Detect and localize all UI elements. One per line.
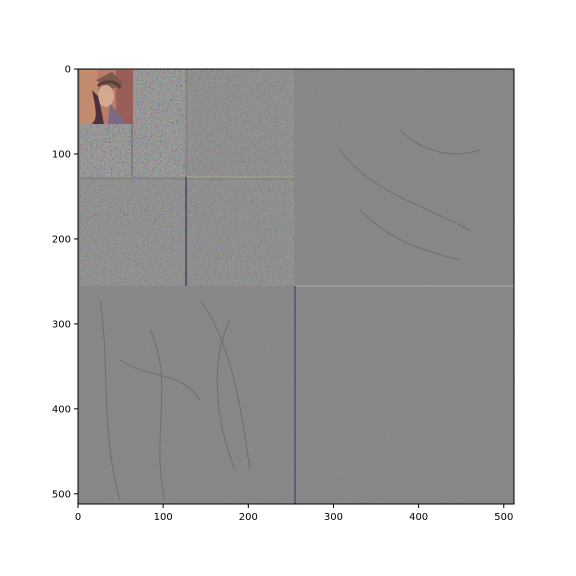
- approximation-thumbnail: [80, 70, 133, 124]
- level2-detail-block: [133, 69, 185, 177]
- x-axis: 0 100 200 300 400 500: [75, 504, 513, 523]
- y-tick-label: 500: [52, 489, 71, 500]
- y-axis: 0 100 200 300 400 500: [52, 65, 78, 500]
- level1-detail-block: [188, 180, 294, 286]
- x-tick-label: 500: [494, 512, 513, 523]
- x-tick-label: 300: [324, 512, 343, 523]
- image-plot: [78, 69, 514, 504]
- x-tick-label: 0: [75, 512, 81, 523]
- level2-detail-block: [80, 124, 132, 177]
- y-tick-label: 300: [52, 319, 71, 330]
- x-tick-label: 400: [409, 512, 428, 523]
- level1-detail-block: [188, 69, 294, 177]
- axes-frame: [77, 68, 515, 505]
- y-tick-label: 100: [52, 149, 71, 160]
- level1-detail-block: [80, 180, 185, 286]
- x-tick-label: 100: [154, 512, 173, 523]
- y-tick-label: 400: [52, 404, 71, 415]
- y-tick-label: 200: [52, 234, 71, 245]
- edge-strokes: [99, 129, 481, 501]
- y-tick-label: 0: [65, 65, 71, 76]
- x-tick-label: 200: [239, 512, 258, 523]
